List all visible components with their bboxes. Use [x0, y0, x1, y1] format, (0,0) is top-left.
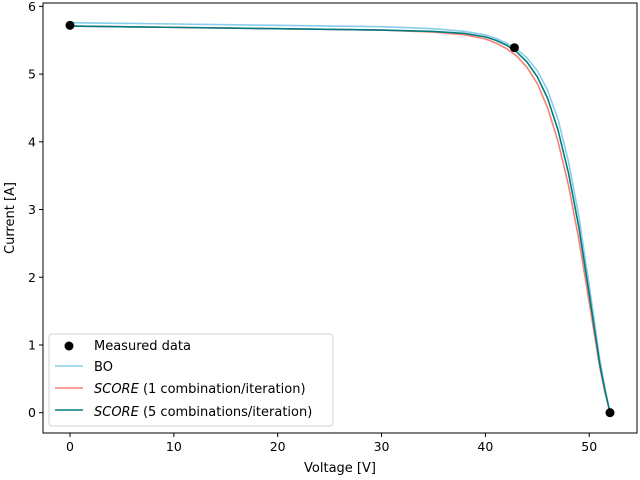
x-tick-label: 0 [66, 439, 74, 454]
x-tick-label: 40 [477, 439, 493, 454]
legend-label-score-5: SCORE (5 combinations/iteration) [94, 405, 312, 420]
x-tick-label: 50 [581, 439, 597, 454]
y-tick-label: 6 [28, 0, 36, 14]
y-tick-label: 1 [28, 337, 36, 352]
y-tick-label: 3 [28, 202, 36, 217]
legend-label-score-5-suffix: (5 combinations/iteration) [139, 405, 313, 420]
legend-label-measured: Measured data [94, 339, 191, 354]
y-tick-label: 4 [28, 134, 36, 149]
series-line-bo [69, 21, 611, 413]
measured-point [605, 408, 615, 418]
series-line-score-5 [69, 25, 611, 413]
measured-point [509, 43, 519, 53]
x-tick-label: 30 [374, 439, 390, 454]
y-tick-label: 5 [28, 67, 36, 82]
x-axis-label: Voltage [V] [304, 461, 376, 476]
legend-label-score-5-name: SCORE [94, 405, 140, 420]
x-tick-label: 20 [270, 439, 286, 454]
legend-label-score-1: SCORE (1 combination/iteration) [94, 382, 306, 397]
y-axis-label: Current [A] [3, 182, 18, 254]
legend-marker-measured [64, 341, 74, 351]
legend-label-score-1-suffix: (1 combination/iteration) [139, 382, 306, 397]
series-lines [69, 21, 611, 413]
legend-label-score-1-name: SCORE [94, 382, 140, 397]
y-tick-label: 2 [28, 270, 36, 285]
legend-frame [48, 333, 334, 427]
measured-point [65, 20, 75, 30]
plot-area-frame [42, 2, 638, 434]
legend-label-bo: BO [94, 360, 113, 375]
legend: Measured data BO SCORE (1 combination/it… [48, 333, 334, 427]
measured-points [65, 20, 615, 418]
y-tick-label: 0 [28, 405, 36, 420]
y-axis-ticks: 0 1 2 3 4 5 6 [28, 0, 43, 420]
x-axis-ticks: 0 10 20 30 40 50 [66, 433, 597, 454]
x-tick-label: 10 [166, 439, 182, 454]
